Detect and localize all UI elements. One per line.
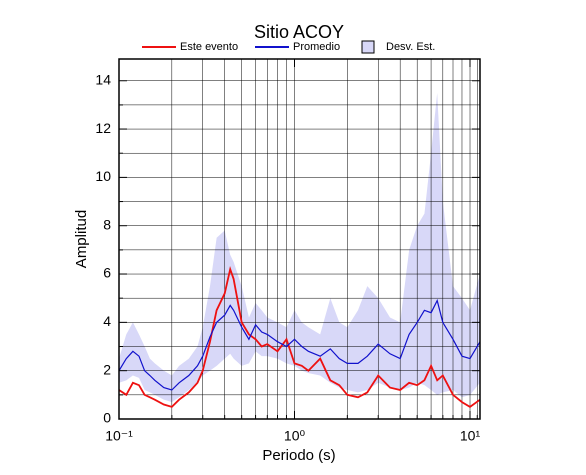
plot-frame [118,58,481,420]
series-line [118,265,481,408]
legend-label: Este evento [180,41,238,53]
y-tick-label: 10 [95,168,111,184]
y-tick-label: 6 [103,265,111,281]
x-axis-label: Periodo (s) [262,447,335,464]
chart-title: Sitio ACOY [254,22,344,42]
y-axis-label: Amplitud [73,210,90,268]
legend-label: Promedio [293,41,340,53]
y-tick-label: 12 [95,120,111,136]
y-tick-label: 14 [95,71,111,87]
y-tick-label: 2 [103,361,111,377]
x-tick-label: 10⁻¹ [105,428,133,444]
std-band [119,92,480,403]
legend-swatch [361,40,375,54]
x-tick-label: 10⁰ [284,428,306,444]
series-line [118,298,481,391]
x-tick-label: 10¹ [460,428,481,444]
y-tick-label: 0 [103,410,111,426]
y-tick-label: 4 [103,313,111,329]
y-tick-label: 8 [103,216,111,232]
legend-label: Desv. Est. [386,41,435,53]
